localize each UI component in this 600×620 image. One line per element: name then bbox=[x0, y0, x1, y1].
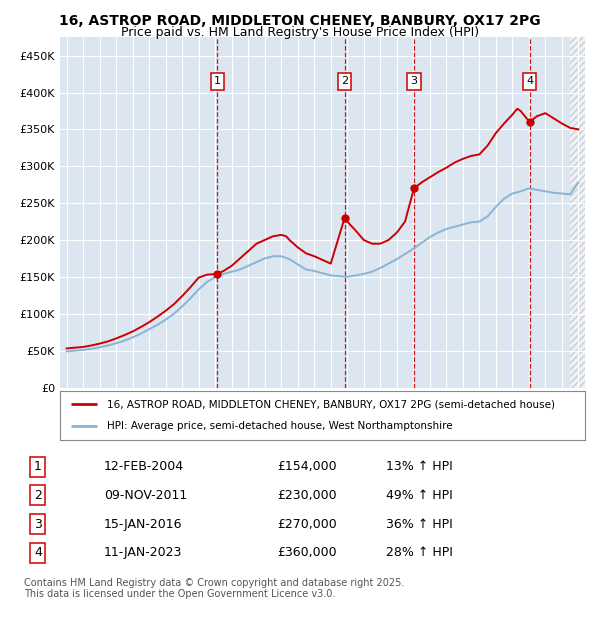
Text: £270,000: £270,000 bbox=[277, 518, 337, 531]
Text: 1: 1 bbox=[34, 460, 42, 473]
Text: 3: 3 bbox=[34, 518, 42, 531]
Text: £154,000: £154,000 bbox=[277, 460, 337, 473]
Text: 36% ↑ HPI: 36% ↑ HPI bbox=[386, 518, 453, 531]
Text: 12-FEB-2004: 12-FEB-2004 bbox=[104, 460, 184, 473]
Text: HPI: Average price, semi-detached house, West Northamptonshire: HPI: Average price, semi-detached house,… bbox=[107, 422, 453, 432]
Text: 09-NOV-2011: 09-NOV-2011 bbox=[104, 489, 187, 502]
Text: 4: 4 bbox=[34, 546, 42, 559]
Text: 4: 4 bbox=[526, 76, 533, 86]
Text: 11-JAN-2023: 11-JAN-2023 bbox=[104, 546, 182, 559]
Text: 15-JAN-2016: 15-JAN-2016 bbox=[104, 518, 182, 531]
Text: 2: 2 bbox=[341, 76, 348, 86]
Text: 1: 1 bbox=[214, 76, 221, 86]
Text: 16, ASTROP ROAD, MIDDLETON CHENEY, BANBURY, OX17 2PG: 16, ASTROP ROAD, MIDDLETON CHENEY, BANBU… bbox=[59, 14, 541, 28]
Text: Contains HM Land Registry data © Crown copyright and database right 2025.
This d: Contains HM Land Registry data © Crown c… bbox=[24, 578, 404, 600]
Text: 28% ↑ HPI: 28% ↑ HPI bbox=[386, 546, 453, 559]
Text: 16, ASTROP ROAD, MIDDLETON CHENEY, BANBURY, OX17 2PG (semi-detached house): 16, ASTROP ROAD, MIDDLETON CHENEY, BANBU… bbox=[107, 399, 555, 409]
Text: £360,000: £360,000 bbox=[277, 546, 337, 559]
Text: £230,000: £230,000 bbox=[277, 489, 337, 502]
Text: 49% ↑ HPI: 49% ↑ HPI bbox=[386, 489, 453, 502]
Text: 13% ↑ HPI: 13% ↑ HPI bbox=[386, 460, 453, 473]
Text: 2: 2 bbox=[34, 489, 42, 502]
Text: Price paid vs. HM Land Registry's House Price Index (HPI): Price paid vs. HM Land Registry's House … bbox=[121, 26, 479, 39]
Text: 3: 3 bbox=[410, 76, 418, 86]
